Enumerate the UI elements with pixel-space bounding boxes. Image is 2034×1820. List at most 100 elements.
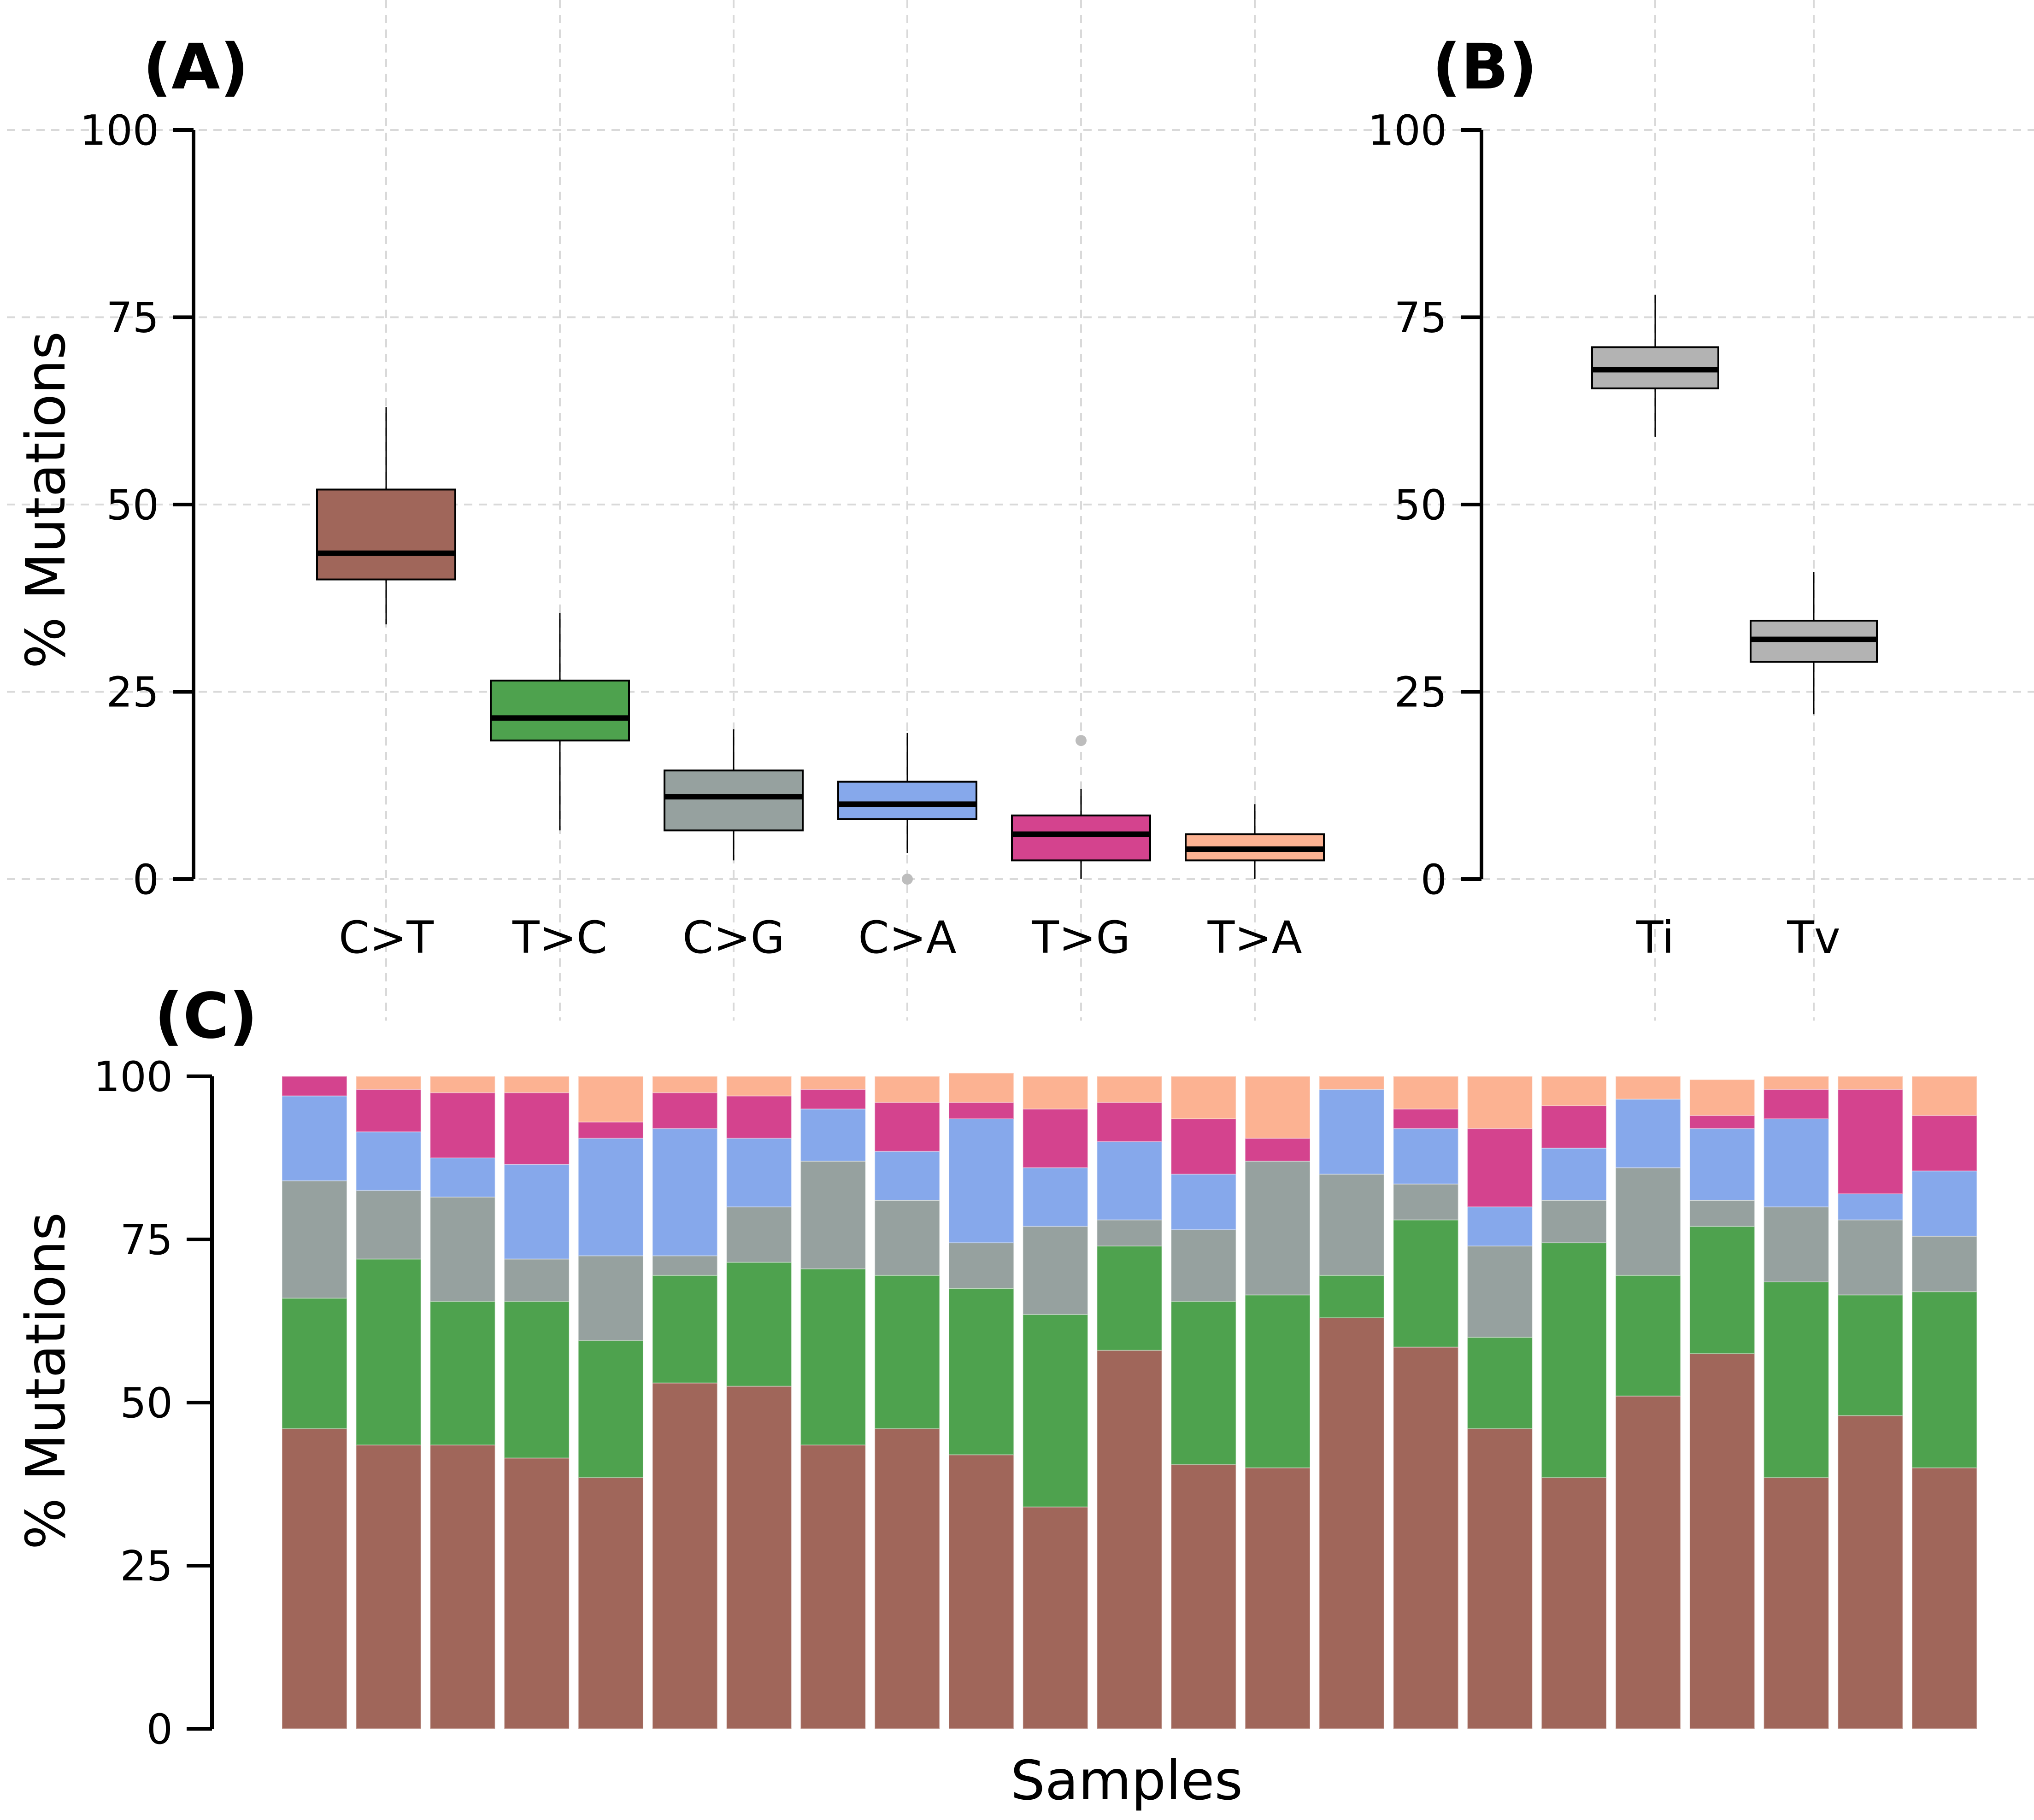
segment-c-to-a (355, 1131, 422, 1191)
segment-t-to-c (282, 1297, 347, 1429)
segment-c-to-a (1022, 1167, 1088, 1227)
segment-t-to-c (1467, 1337, 1533, 1429)
segment-c-to-t (429, 1444, 496, 1730)
segment-c-to-a (1837, 1193, 1904, 1221)
panel-b-boxes: Ti Tv (1591, 294, 1878, 963)
segment-t-to-c (1763, 1281, 1829, 1478)
sample-bar (726, 1076, 792, 1730)
segment-c-to-a (504, 1164, 570, 1260)
segment-t-to-g (1689, 1115, 1755, 1129)
interquartile-box (316, 488, 456, 581)
category-label: Ti (1636, 912, 1674, 963)
segment-t-to-g (504, 1092, 570, 1165)
y-tick-label: 50 (106, 481, 159, 529)
panel-a-y-axis: 0 25 50 75 100 (80, 106, 195, 904)
box-t-to-c: T>C (490, 613, 630, 963)
box-ti: Ti (1591, 294, 1719, 963)
segment-t-to-g (1541, 1105, 1607, 1149)
segment-c-to-a (1615, 1098, 1681, 1168)
sample-bar (652, 1076, 718, 1729)
sample-bar (1318, 1076, 1385, 1729)
segment-c-to-g (1911, 1235, 1977, 1292)
y-tick-label: 100 (1368, 106, 1447, 155)
sample-bar (948, 1072, 1014, 1729)
segment-t-to-c (504, 1301, 570, 1459)
segment-c-to-a (1911, 1170, 1977, 1237)
segment-t-to-c (1245, 1294, 1311, 1468)
segment-t-to-c (1541, 1242, 1607, 1478)
segment-t-to-c (1096, 1245, 1163, 1351)
segment-c-to-g (1467, 1245, 1533, 1338)
segment-c-to-g (1170, 1229, 1237, 1302)
segment-c-to-g (1096, 1219, 1163, 1247)
interquartile-box (837, 781, 977, 820)
category-label: T>G (1031, 912, 1130, 963)
panel-c-x-axis-title: Samples (1011, 1749, 1243, 1812)
segment-c-to-t (1689, 1353, 1755, 1730)
box-t-to-g: T>G (1011, 735, 1151, 963)
segment-c-to-t (874, 1428, 941, 1729)
sample-bar (800, 1076, 866, 1730)
segment-t-to-c (429, 1301, 496, 1446)
segment-t-to-g (578, 1121, 644, 1139)
segment-c-to-g (1763, 1206, 1829, 1283)
segment-c-to-g (1245, 1161, 1311, 1296)
segment-t-to-a (578, 1076, 644, 1123)
segment-t-to-c (726, 1262, 792, 1387)
sample-bar (1541, 1076, 1607, 1730)
panel-c-stacked-bars: 0 25 50 75 100 (C) % Mutations Samples (14, 980, 1977, 1812)
sample-bar (578, 1076, 644, 1730)
segment-c-to-g (726, 1206, 792, 1263)
segment-t-to-a (1615, 1076, 1681, 1100)
segment-c-to-a (1541, 1147, 1607, 1201)
segment-c-to-g (429, 1196, 496, 1302)
panel-a-y-axis-title: % Mutations (14, 331, 77, 669)
segment-t-to-c (1689, 1226, 1755, 1354)
sample-bar (1763, 1076, 1829, 1730)
y-tick-label: 0 (147, 1705, 173, 1754)
segment-c-to-a (282, 1095, 347, 1181)
sample-bar (429, 1076, 496, 1730)
sample-bar (1022, 1076, 1088, 1730)
box-c-to-a: C>A (837, 733, 977, 963)
segment-t-to-c (1837, 1294, 1904, 1416)
segment-t-to-g (355, 1089, 422, 1133)
box-t-to-a: T>A (1185, 804, 1325, 963)
box-c-to-g: C>G (664, 729, 804, 963)
segment-t-to-a (1911, 1076, 1977, 1116)
outlier-point (902, 874, 913, 885)
segment-t-to-g (1393, 1108, 1459, 1129)
segment-t-to-a (1763, 1076, 1829, 1090)
interquartile-box (1011, 814, 1151, 862)
sample-bar (1467, 1076, 1533, 1729)
segment-c-to-t (282, 1428, 347, 1729)
segment-t-to-c (1022, 1314, 1088, 1508)
segment-c-to-a (578, 1138, 644, 1256)
segment-c-to-a (1763, 1118, 1829, 1208)
segment-c-to-a (1689, 1128, 1755, 1201)
panel-c-label: (C) (154, 980, 258, 1053)
segment-t-to-g (1467, 1128, 1533, 1208)
segment-c-to-a (1096, 1141, 1163, 1221)
y-tick-label: 0 (133, 856, 159, 904)
segment-t-to-g (429, 1092, 496, 1158)
sample-bar (1689, 1079, 1755, 1730)
segment-t-to-g (726, 1095, 792, 1139)
panel-a-gridlines (7, 0, 1364, 1021)
segment-t-to-c (652, 1274, 718, 1384)
category-label: T>C (512, 912, 607, 963)
y-tick-label: 100 (80, 106, 159, 155)
segment-c-to-a (800, 1108, 866, 1162)
segment-c-to-g (1689, 1200, 1755, 1227)
box-tv: Tv (1750, 572, 1878, 963)
y-tick-label: 75 (106, 294, 159, 342)
segment-c-to-a (726, 1138, 792, 1208)
y-tick-label: 100 (94, 1053, 173, 1101)
segment-t-to-g (1022, 1108, 1088, 1168)
segment-t-to-g (1837, 1089, 1904, 1194)
segment-t-to-a (1467, 1076, 1533, 1129)
segment-c-to-t (1170, 1464, 1237, 1729)
category-label: T>A (1207, 912, 1302, 963)
segment-t-to-a (504, 1076, 570, 1093)
segment-t-to-c (1615, 1274, 1681, 1397)
